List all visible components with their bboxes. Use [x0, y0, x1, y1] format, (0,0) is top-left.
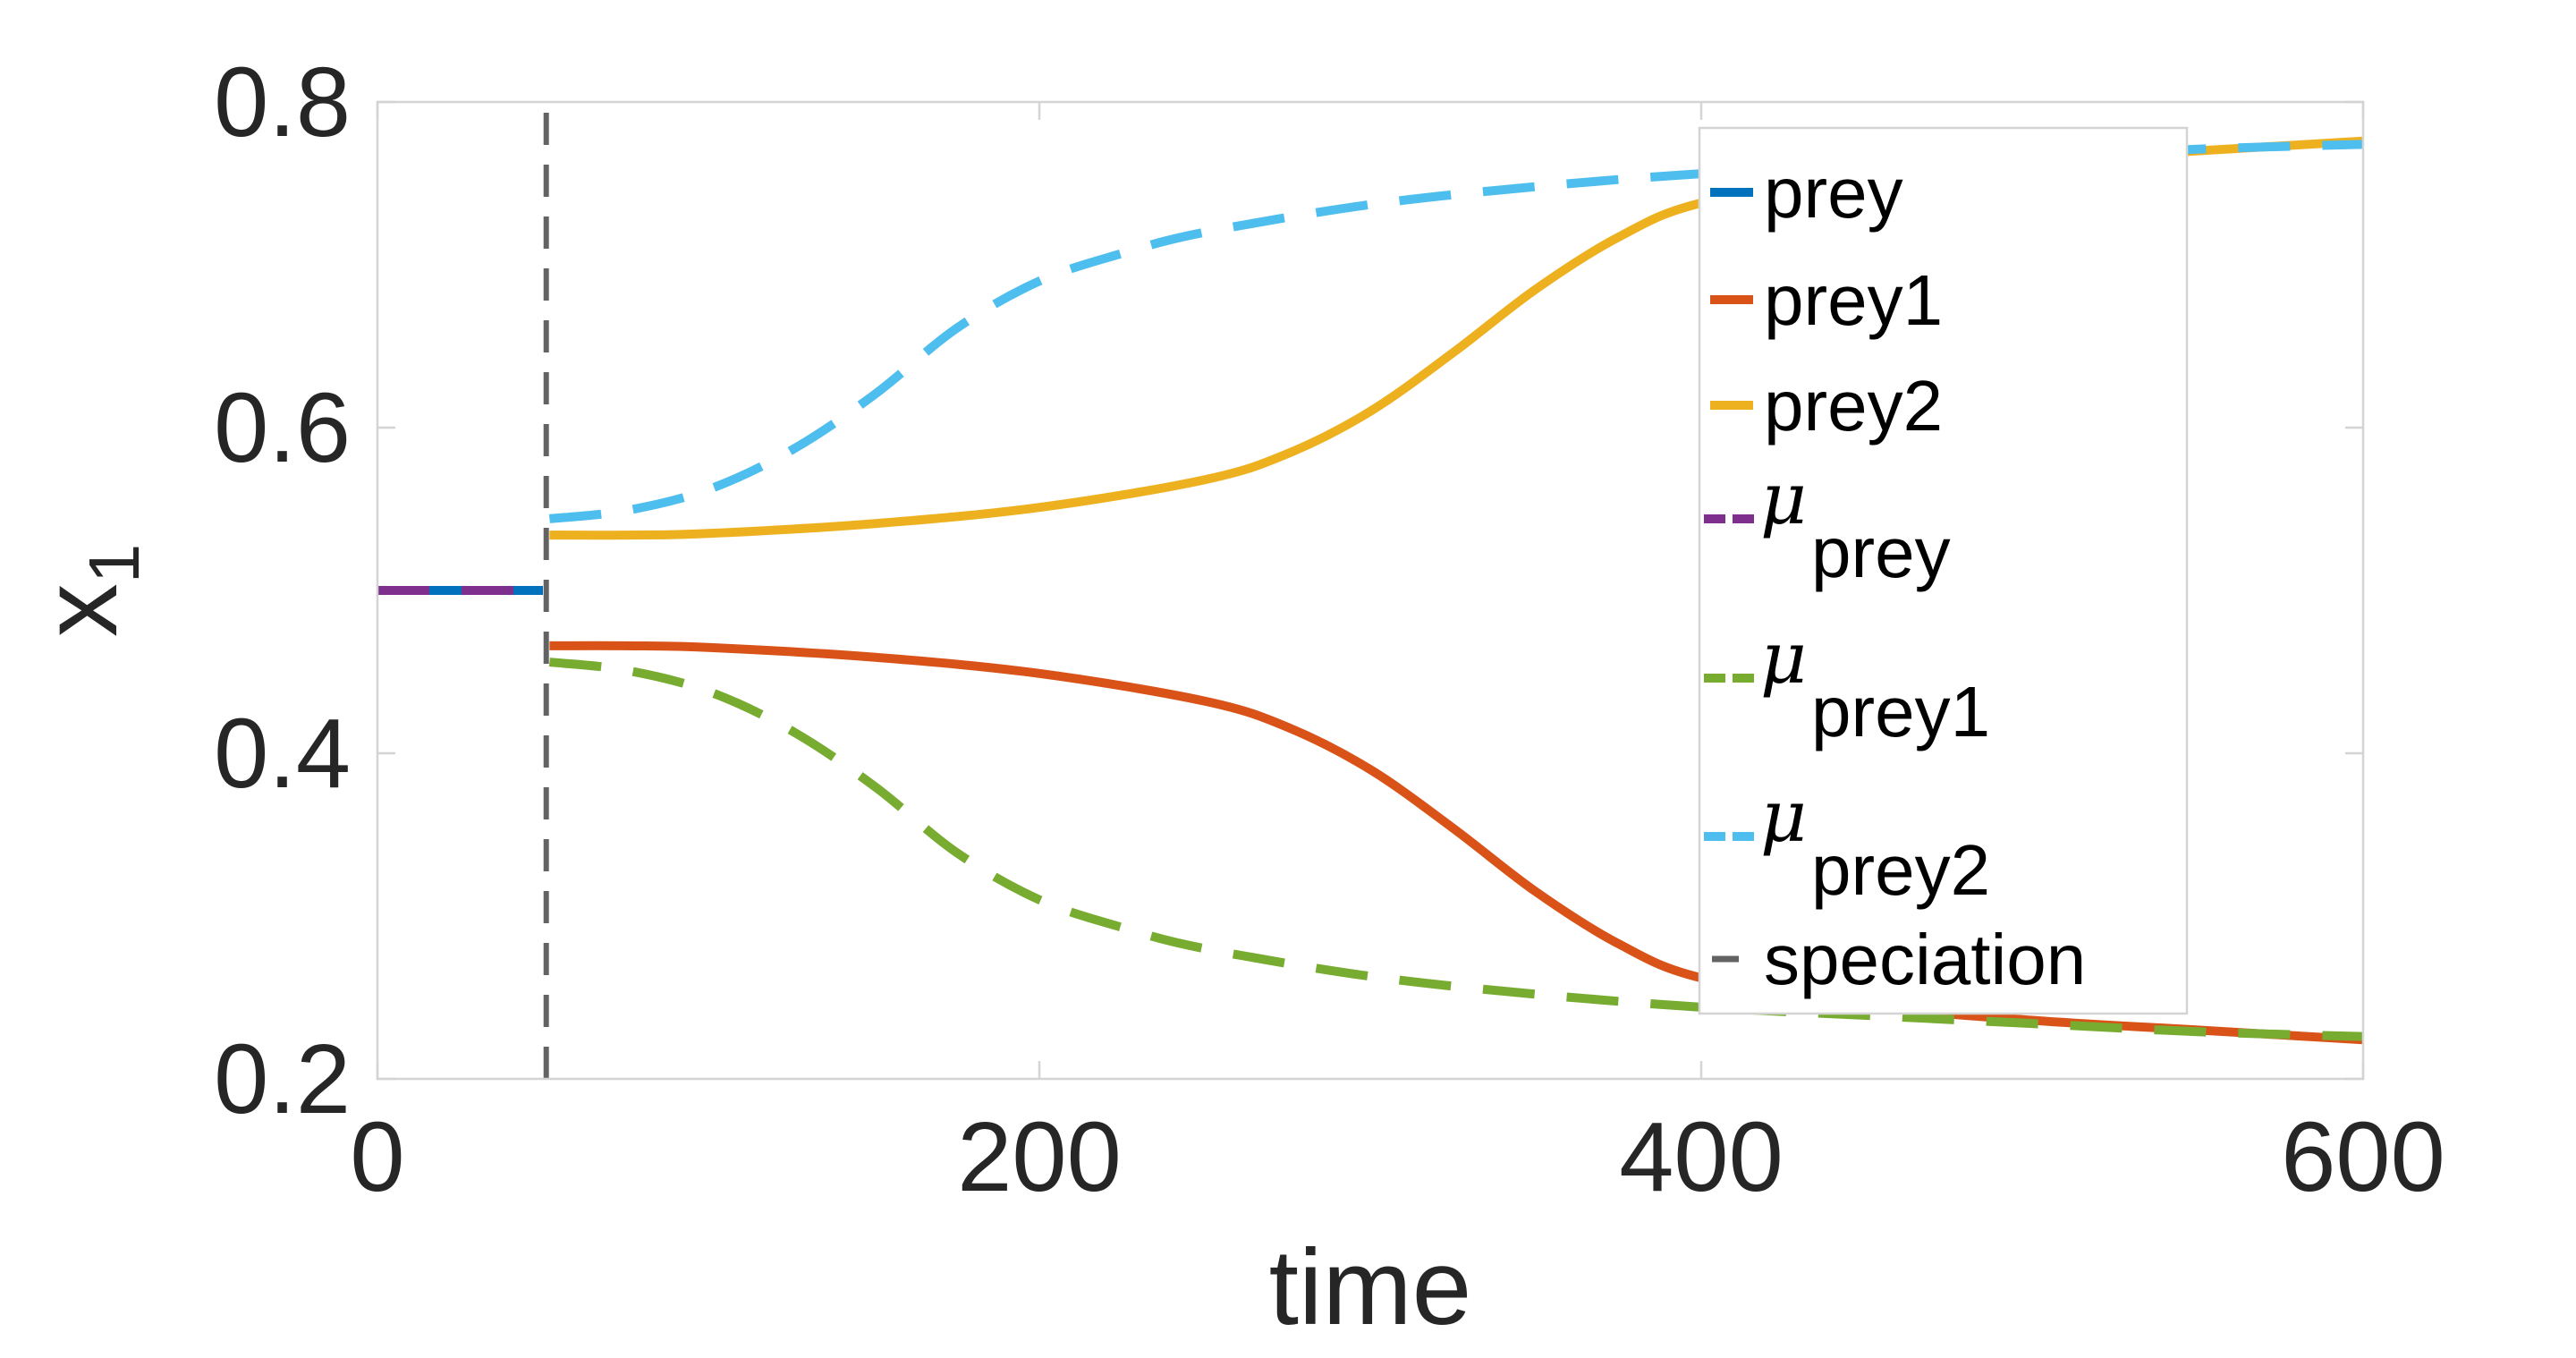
- legend-entry-prey1: prey1: [1710, 260, 1943, 340]
- legend-entry-prey2: μprey2: [1704, 775, 1990, 910]
- y-tick-label: 0.4: [214, 699, 351, 809]
- x-axis-label: time: [1269, 1227, 1472, 1347]
- x-tick-label: 400: [1619, 1102, 1784, 1212]
- plot-frame: [376, 100, 2365, 1081]
- legend-label: prey: [1764, 153, 1903, 233]
- legend-label: prey2: [1764, 366, 1943, 446]
- ticks-layer: 0 200 400 600 0.2 0.4 0.6 0.8: [214, 47, 2445, 1212]
- x-tick-label: 200: [957, 1102, 1122, 1212]
- legend-entry-prey2: prey2: [1710, 366, 1943, 446]
- legend-entries: prey prey1 prey2 μprey μprey1 μprey2 speciatio…: [1704, 153, 2086, 999]
- legend-entry-prey1: μprey1: [1704, 616, 1990, 751]
- y-tick-label: 0.6: [214, 373, 351, 483]
- legend-label: μprey: [1760, 457, 1951, 592]
- legend-label: speciation: [1764, 920, 2086, 999]
- y-axis-label-main: x: [20, 583, 140, 637]
- y-axis-label: x1: [20, 544, 154, 638]
- legend-entry-prey: μprey: [1704, 457, 1951, 592]
- x-tick-label: 0: [350, 1102, 404, 1212]
- legend-entry-prey: prey: [1710, 153, 1903, 233]
- series-line-prey1: [548, 658, 2364, 1041]
- legend-label: prey1: [1764, 260, 1943, 340]
- legend-box: [1698, 126, 2189, 1015]
- legend-label: μprey1: [1760, 616, 1990, 751]
- y-axis-label-subscript: 1: [74, 544, 154, 584]
- legend-entry-speciation: speciation: [1712, 920, 2086, 999]
- x-tick-label: 600: [2281, 1102, 2445, 1212]
- y-tick-label: 0.8: [214, 47, 351, 157]
- y-tick-label: 0.2: [214, 1024, 351, 1134]
- legend-label: μprey2: [1760, 775, 1990, 910]
- legend: prey prey1 prey2 μprey μprey1 μprey2 speciatio…: [1698, 126, 2189, 1015]
